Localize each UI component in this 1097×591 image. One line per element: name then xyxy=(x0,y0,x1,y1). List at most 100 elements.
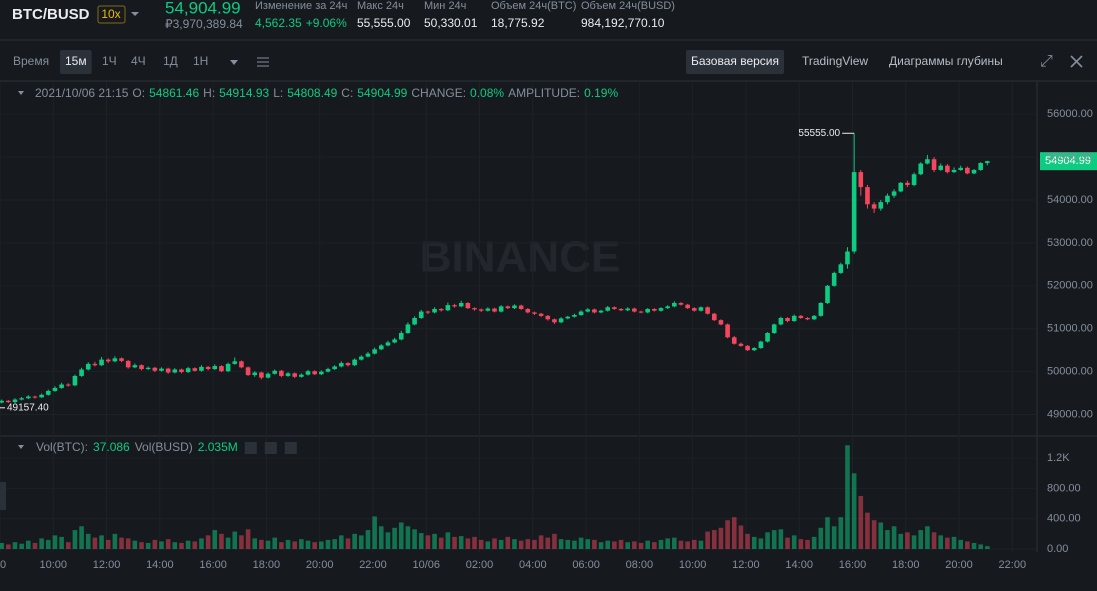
volume-tool-icon[interactable] xyxy=(264,442,277,454)
candle-body xyxy=(339,363,344,367)
more-intervals[interactable] xyxy=(230,60,238,65)
volume-bar xyxy=(692,539,697,549)
candle-body xyxy=(279,370,284,376)
candle-body xyxy=(299,374,304,377)
candle-body xyxy=(965,167,970,174)
volume-bar xyxy=(445,532,451,549)
volume-tool-icon[interactable] xyxy=(284,442,297,454)
candle-body xyxy=(565,316,571,319)
collapse[interactable] xyxy=(18,91,24,95)
candle-body xyxy=(525,308,531,313)
symbol[interactable]: BTC/BUSD xyxy=(12,6,90,23)
candle-body xyxy=(891,191,897,196)
candle-body xyxy=(945,165,950,173)
volume-bar xyxy=(545,537,551,549)
volume-tool-icon[interactable] xyxy=(244,442,257,454)
stat-label: Изменение за 24ч xyxy=(255,0,347,12)
volume-bar xyxy=(259,539,264,549)
candle-body xyxy=(172,369,178,373)
candle-body xyxy=(259,372,264,378)
candle-body xyxy=(685,304,690,309)
volume-bar xyxy=(99,535,104,549)
interval[interactable]: 15м xyxy=(65,54,87,68)
stat-label: Объем 24ч(BTC) xyxy=(491,0,576,12)
view-tab[interactable]: Базовая версия xyxy=(691,54,779,68)
close-icon[interactable] xyxy=(1070,55,1083,68)
volume-bar xyxy=(552,533,557,549)
candle-body xyxy=(692,308,697,311)
volume-bar xyxy=(985,546,990,549)
volume-bar xyxy=(285,539,291,549)
candle-body xyxy=(805,318,810,320)
candle-body xyxy=(545,315,551,320)
volume-bar xyxy=(805,539,810,549)
volume-bar xyxy=(871,520,877,549)
view-tab[interactable]: TradingView xyxy=(802,54,868,68)
candle-body xyxy=(245,367,251,376)
volume-bar xyxy=(492,538,497,549)
candle-body xyxy=(412,318,417,325)
volume-bar xyxy=(45,539,51,549)
volume-bar xyxy=(85,533,91,549)
volume-bar xyxy=(418,533,424,549)
volume-bar xyxy=(918,530,924,549)
x-tick-label: 18:00 xyxy=(892,559,920,571)
info-item: C: xyxy=(341,86,353,100)
candle-body xyxy=(678,302,684,305)
y-tick-label: 53000.00 xyxy=(1047,237,1093,249)
volume-bar xyxy=(26,540,31,549)
x-tick-label: 16:00 xyxy=(839,559,867,571)
candle-body xyxy=(878,202,884,209)
volume-bar xyxy=(385,532,391,549)
candle-body xyxy=(438,308,444,311)
last-price-fiat: ₽3,970,389.84 xyxy=(165,17,243,31)
caret[interactable] xyxy=(131,12,139,16)
candle-body xyxy=(205,366,211,370)
candle-body xyxy=(578,311,584,315)
interval[interactable]: 1Ч xyxy=(102,54,117,68)
interval[interactable]: 4Ч xyxy=(131,54,146,68)
candle-body xyxy=(652,308,657,311)
volume-bar xyxy=(638,542,644,549)
candle-body xyxy=(851,172,857,252)
candle-body xyxy=(472,308,477,310)
candle-body xyxy=(359,356,364,360)
candle-body xyxy=(152,367,158,371)
interval[interactable]: 1Н xyxy=(193,54,208,68)
stat-label: Макс 24ч xyxy=(357,0,404,12)
candle-body xyxy=(452,305,457,307)
volume-bar xyxy=(518,540,524,549)
expand-icon[interactable]: ⤢ xyxy=(1040,53,1053,70)
volume-bar xyxy=(159,541,164,549)
candle-body xyxy=(92,363,98,366)
view-tab[interactable]: Диаграммы глубины xyxy=(889,54,1003,68)
volume-bar xyxy=(578,537,584,549)
collapse[interactable] xyxy=(18,445,24,449)
candle-body xyxy=(831,272,837,286)
volume-bar xyxy=(372,516,377,549)
volume-bar xyxy=(705,531,710,549)
candle-body xyxy=(139,365,144,370)
interval[interactable]: 1Д xyxy=(163,54,178,68)
candle-body xyxy=(778,318,784,325)
interval[interactable]: Время xyxy=(13,54,49,68)
volume-bar xyxy=(725,520,730,549)
volume-bar xyxy=(458,536,464,549)
candle-body xyxy=(72,375,78,386)
volume-bar xyxy=(299,539,304,549)
last-price: 54,904.99 xyxy=(165,0,241,17)
side-tab[interactable] xyxy=(0,482,6,510)
leverage[interactable]: 10x xyxy=(101,7,120,21)
volume-bar xyxy=(92,537,98,549)
x-tick-label: 22:00 xyxy=(359,559,387,571)
volume-bar xyxy=(572,540,577,549)
volume-info-item: Vol(BTC): xyxy=(36,440,88,454)
volume-info-item: 37.086 xyxy=(93,440,130,454)
x-tick-label: 16:00 xyxy=(199,559,227,571)
volume-bar xyxy=(152,539,158,549)
candle-body xyxy=(672,302,677,307)
candle-body xyxy=(845,251,850,265)
candle-body xyxy=(485,308,491,311)
settings-icon[interactable] xyxy=(257,57,269,67)
candle-body xyxy=(785,318,790,322)
